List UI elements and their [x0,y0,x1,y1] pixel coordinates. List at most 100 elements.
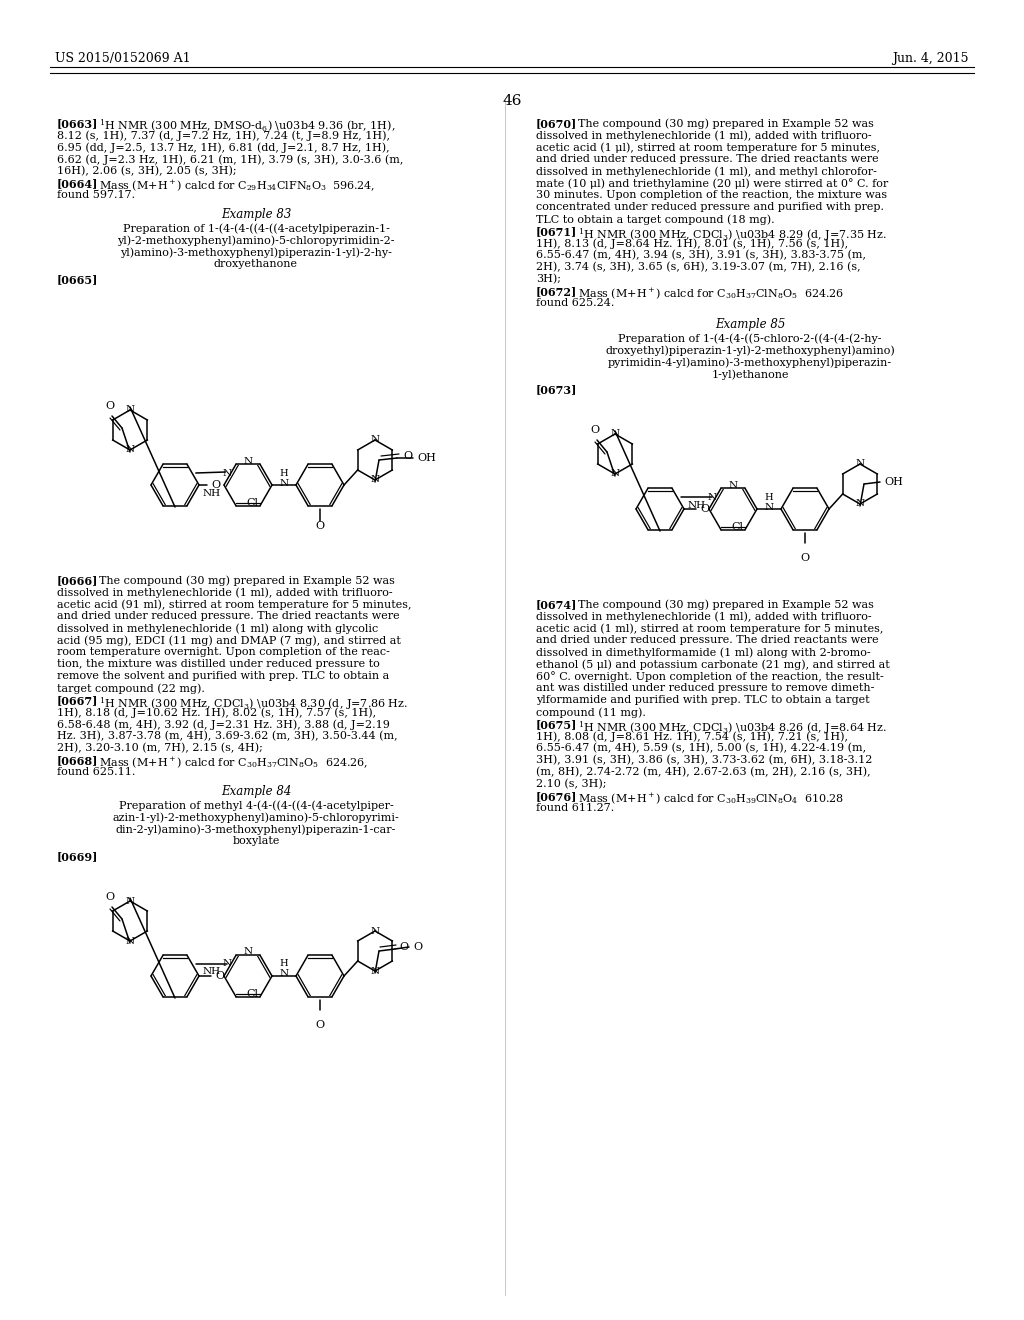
Text: N: N [765,503,773,511]
Text: target compound (22 mg).: target compound (22 mg). [57,682,205,693]
Text: [0663]: [0663] [57,117,98,129]
Text: O: O [801,553,810,564]
Text: 1H), 8.18 (d, J=10.62 Hz. 1H), 8.02 (s, 1H), 7.57 (s, 1H),: 1H), 8.18 (d, J=10.62 Hz. 1H), 8.02 (s, … [57,708,376,718]
Text: $\mathregular{^1}$H NMR (300 MHz, CDCl$\mathregular{_3}$) \u03b4 8.30 (d, J=7.86: $\mathregular{^1}$H NMR (300 MHz, CDCl$\… [99,696,408,711]
Text: Jun. 4, 2015: Jun. 4, 2015 [893,51,969,65]
Text: mate (10 μl) and triethylamine (20 μl) were stirred at 0° C. for: mate (10 μl) and triethylamine (20 μl) w… [536,178,888,189]
Text: H: H [280,960,289,969]
Text: 2H), 3.74 (s, 3H), 3.65 (s, 6H), 3.19-3.07 (m, 7H), 2.16 (s,: 2H), 3.74 (s, 3H), 3.65 (s, 6H), 3.19-3.… [536,261,860,272]
Text: ethanol (5 μl) and potassium carbonate (21 mg), and stirred at: ethanol (5 μl) and potassium carbonate (… [536,659,890,669]
Text: 6.95 (dd, J=2.5, 13.7 Hz, 1H), 6.81 (dd, J=2.1, 8.7 Hz, 1H),: 6.95 (dd, J=2.5, 13.7 Hz, 1H), 6.81 (dd,… [57,143,389,153]
Text: 6.55-6.47 (m, 4H), 3.94 (s, 3H), 3.91 (s, 3H), 3.83-3.75 (m,: 6.55-6.47 (m, 4H), 3.94 (s, 3H), 3.91 (s… [536,249,866,260]
Text: 2H), 3.20-3.10 (m, 7H), 2.15 (s, 4H);: 2H), 3.20-3.10 (m, 7H), 2.15 (s, 4H); [57,743,263,754]
Text: 60° C. overnight. Upon completion of the reaction, the result-: 60° C. overnight. Upon completion of the… [536,671,884,682]
Text: [0665]: [0665] [57,275,98,285]
Text: O: O [413,942,422,952]
Text: Hz. 3H), 3.87-3.78 (m, 4H), 3.69-3.62 (m, 3H), 3.50-3.44 (m,: Hz. 3H), 3.87-3.78 (m, 4H), 3.69-3.62 (m… [57,731,397,742]
Text: $\mathregular{^1}$H NMR (300 MHz, DMSO-d$\mathregular{_6}$) \u03b4 9.36 (br, 1H): $\mathregular{^1}$H NMR (300 MHz, DMSO-d… [99,117,395,135]
Text: pyrimidin-4-yl)amino)-3-methoxyphenyl)piperazin-: pyrimidin-4-yl)amino)-3-methoxyphenyl)pi… [608,356,892,367]
Text: found 625.24.: found 625.24. [536,298,614,308]
Text: N: N [222,960,231,969]
Text: Mass (M+H$\mathregular{^+}$) calcd for C$\mathregular{_{30}}$H$\mathregular{_{39: Mass (M+H$\mathregular{^+}$) calcd for C… [578,791,844,805]
Text: room temperature overnight. Upon completion of the reac-: room temperature overnight. Upon complet… [57,647,390,657]
Text: [0668]: [0668] [57,755,98,766]
Text: N: N [280,479,289,487]
Text: ant was distilled under reduced pressure to remove dimeth-: ant was distilled under reduced pressure… [536,682,874,693]
Text: OH: OH [884,477,903,487]
Text: $\mathregular{^1}$H NMR (300 MHz, CDCl$\mathregular{_3}$) \u03b4 8.26 (d, J=8.64: $\mathregular{^1}$H NMR (300 MHz, CDCl$\… [578,719,887,735]
Text: 1H), 8.13 (d, J=8.64 Hz. 1H), 8.01 (s, 1H), 7.56 (s, 1H),: 1H), 8.13 (d, J=8.64 Hz. 1H), 8.01 (s, 1… [536,238,848,248]
Text: 16H), 2.06 (s, 3H), 2.05 (s, 3H);: 16H), 2.06 (s, 3H), 2.05 (s, 3H); [57,166,237,177]
Text: dissolved in methylenechloride (1 ml) along with glycolic: dissolved in methylenechloride (1 ml) al… [57,623,378,634]
Text: N: N [125,936,134,945]
Text: O: O [403,451,412,461]
Text: acetic acid (91 ml), stirred at room temperature for 5 minutes,: acetic acid (91 ml), stirred at room tem… [57,599,412,610]
Text: dissolved in methylenechloride (1 ml), added with trifluoro-: dissolved in methylenechloride (1 ml), a… [57,587,392,598]
Text: dissolved in dimethylformamide (1 ml) along with 2-bromo-: dissolved in dimethylformamide (1 ml) al… [536,647,870,657]
Text: N: N [280,969,289,978]
Text: acetic acid (1 μl), stirred at room temperature for 5 minutes,: acetic acid (1 μl), stirred at room temp… [536,143,880,153]
Text: [0672]: [0672] [536,286,578,297]
Text: 46: 46 [502,94,522,108]
Text: remove the solvent and purified with prep. TLC to obtain a: remove the solvent and purified with pre… [57,671,389,681]
Text: N: N [125,896,134,906]
Text: O: O [315,1020,325,1030]
Text: 6.62 (d, J=2.3 Hz, 1H), 6.21 (m, 1H), 3.79 (s, 3H), 3.0-3.6 (m,: 6.62 (d, J=2.3 Hz, 1H), 6.21 (m, 1H), 3.… [57,154,403,165]
Text: din-2-yl)amino)-3-methoxyphenyl)piperazin-1-car-: din-2-yl)amino)-3-methoxyphenyl)piperazi… [116,824,396,834]
Text: yl)amino)-3-methoxyphenyl)piperazin-1-yl)-2-hy-: yl)amino)-3-methoxyphenyl)piperazin-1-yl… [120,247,392,257]
Text: [0666]: [0666] [57,576,98,586]
Text: [0667]: [0667] [57,696,98,706]
Text: dissolved in methylenechloride (1 ml), added with trifluoro-: dissolved in methylenechloride (1 ml), a… [536,611,871,622]
Text: H: H [280,469,289,478]
Text: [0673]: [0673] [536,384,578,395]
Text: N: N [371,966,380,975]
Text: boxylate: boxylate [232,836,280,846]
Text: NH: NH [687,500,706,510]
Text: azin-1-yl)-2-methoxyphenyl)amino)-5-chloropyrimi-: azin-1-yl)-2-methoxyphenyl)amino)-5-chlo… [113,812,399,822]
Text: and dried under reduced pressure. The dried reactants were: and dried under reduced pressure. The dr… [536,635,879,645]
Text: yl)-2-methoxyphenyl)amino)-5-chloropyrimidin-2-: yl)-2-methoxyphenyl)amino)-5-chloropyrim… [118,235,394,246]
Text: N: N [222,469,231,478]
Text: 8.12 (s, 1H), 7.37 (d, J=7.2 Hz, 1H), 7.24 (t, J=8.9 Hz, 1H),: 8.12 (s, 1H), 7.37 (d, J=7.2 Hz, 1H), 7.… [57,129,390,140]
Text: $\mathregular{^1}$H NMR (300 MHz, CDCl$\mathregular{_3}$) \u03b4 8.29 (d, J=7.35: $\mathregular{^1}$H NMR (300 MHz, CDCl$\… [578,226,887,243]
Text: O: O [105,401,115,411]
Text: and dried under reduced pressure. The dried reactants were: and dried under reduced pressure. The dr… [536,154,879,164]
Text: 2.10 (s, 3H);: 2.10 (s, 3H); [536,779,606,789]
Text: O: O [215,972,224,981]
Text: [0670]: [0670] [536,117,578,129]
Text: Preparation of methyl 4-(4-((4-((4-(4-acetylpiper-: Preparation of methyl 4-(4-((4-((4-(4-ac… [119,800,393,810]
Text: 3H);: 3H); [536,275,561,284]
Text: Cl: Cl [246,498,258,508]
Text: 6.58-6.48 (m, 4H), 3.92 (d, J=2.31 Hz. 3H), 3.88 (d, J=2.19: 6.58-6.48 (m, 4H), 3.92 (d, J=2.31 Hz. 3… [57,719,390,730]
Text: N: N [610,429,620,438]
Text: [0675]: [0675] [536,719,578,730]
Text: acetic acid (1 ml), stirred at room temperature for 5 minutes,: acetic acid (1 ml), stirred at room temp… [536,623,884,634]
Text: [0664]: [0664] [57,178,98,189]
Text: [0676]: [0676] [536,791,578,803]
Text: acid (95 mg), EDCI (11 mg) and DMAP (7 mg), and stirred at: acid (95 mg), EDCI (11 mg) and DMAP (7 m… [57,635,400,645]
Text: found 597.17.: found 597.17. [57,190,135,201]
Text: OH: OH [417,453,436,463]
Text: found 611.27.: found 611.27. [536,803,614,813]
Text: N: N [855,459,864,469]
Text: N: N [244,457,253,466]
Text: [0669]: [0669] [57,851,98,862]
Text: The compound (30 mg) prepared in Example 52 was: The compound (30 mg) prepared in Example… [99,576,395,586]
Text: O: O [591,425,600,436]
Text: N: N [855,499,864,508]
Text: NH: NH [203,968,220,977]
Text: The compound (30 mg) prepared in Example 52 was: The compound (30 mg) prepared in Example… [578,117,873,128]
Text: [0671]: [0671] [536,226,578,238]
Text: O: O [105,892,115,902]
Text: concentrated under reduced pressure and purified with prep.: concentrated under reduced pressure and … [536,202,884,213]
Text: N: N [371,927,380,936]
Text: N: N [708,492,717,502]
Text: dissolved in methylenechloride (1 ml), added with trifluoro-: dissolved in methylenechloride (1 ml), a… [536,129,871,140]
Text: 1-yl)ethanone: 1-yl)ethanone [712,370,788,380]
Text: 1H), 8.08 (d, J=8.61 Hz. 1H), 7.54 (s, 1H), 7.21 (s, 1H),: 1H), 8.08 (d, J=8.61 Hz. 1H), 7.54 (s, 1… [536,731,848,742]
Text: Cl: Cl [731,521,743,532]
Text: US 2015/0152069 A1: US 2015/0152069 A1 [55,51,190,65]
Text: Cl: Cl [246,989,258,999]
Text: ylformamide and purified with prep. TLC to obtain a target: ylformamide and purified with prep. TLC … [536,696,869,705]
Text: [0674]: [0674] [536,599,578,610]
